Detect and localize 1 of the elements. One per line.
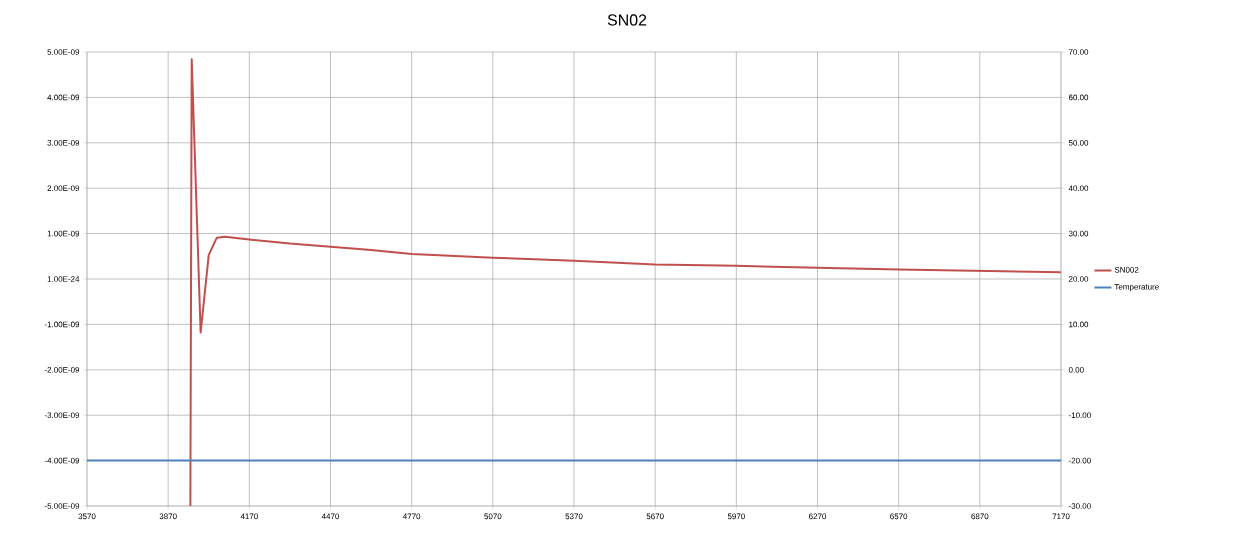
chart-title: SN02 bbox=[607, 14, 647, 26]
